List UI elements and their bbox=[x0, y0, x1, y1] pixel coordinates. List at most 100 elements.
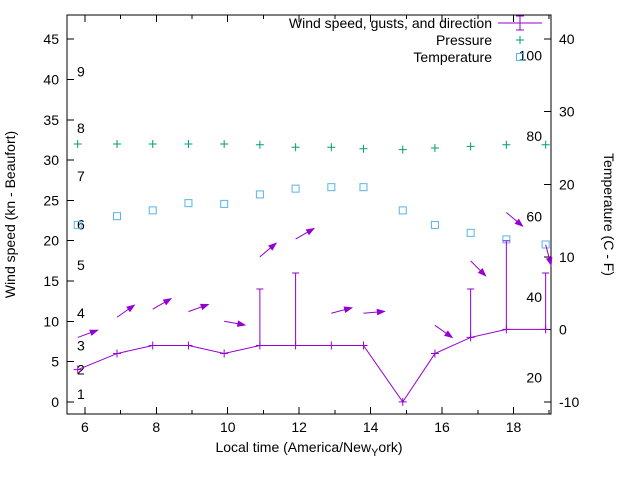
y-left-axis-title: Wind speed (kn - Beaufort) bbox=[2, 131, 18, 298]
beaufort-inner-label: 9 bbox=[77, 63, 85, 79]
square-marker bbox=[430, 220, 439, 229]
pressure-marker bbox=[359, 144, 368, 153]
x-tick-label: 16 bbox=[434, 419, 450, 435]
y-right-tick-label: 20 bbox=[559, 176, 575, 192]
wind-speed-marker bbox=[184, 341, 193, 350]
y-right-tick-label: -10 bbox=[559, 394, 579, 410]
wind-arrow-head bbox=[545, 256, 553, 267]
y-right-tick-label: 10 bbox=[559, 249, 575, 265]
pressure-marker bbox=[541, 140, 550, 149]
pressure-marker bbox=[327, 143, 336, 152]
square-marker bbox=[291, 184, 300, 193]
pressure-marker bbox=[73, 139, 82, 148]
pressure-marker bbox=[184, 139, 193, 148]
wind-arrow-head bbox=[199, 303, 210, 311]
wind-gust-bar bbox=[467, 288, 475, 338]
square-marker bbox=[73, 220, 82, 229]
wind-arrow-head bbox=[162, 297, 173, 306]
wind-arrow-head bbox=[236, 320, 247, 327]
legend-sample-plus bbox=[516, 36, 524, 44]
y-left-tick-label: 0 bbox=[51, 394, 59, 410]
wind-arrow-head bbox=[89, 329, 99, 336]
wind-speed-marker bbox=[359, 341, 368, 350]
x-axis-title: Local time (America/NewYork) bbox=[215, 439, 402, 459]
x-tick-label: 6 bbox=[81, 419, 89, 435]
y-right-axis-title: Temperature (C - F) bbox=[601, 153, 617, 276]
y-left-tick-label: 5 bbox=[51, 354, 59, 370]
fahrenheit-inner-label: 20 bbox=[526, 370, 542, 386]
wind-speed-marker bbox=[327, 341, 336, 350]
wind-arrow-head bbox=[126, 304, 136, 313]
y-right-tick-label: 0 bbox=[559, 321, 567, 337]
wind-arrow-head bbox=[343, 306, 353, 313]
x-tick-label: 10 bbox=[220, 419, 236, 435]
square-marker bbox=[148, 206, 157, 215]
x-tick-label: 14 bbox=[363, 419, 379, 435]
y-axis-right: -10 0 10 20 30 40 20 40 60 80 100 bbox=[519, 31, 580, 410]
y-left-tick-label: 15 bbox=[43, 273, 59, 289]
pressure-marker bbox=[220, 139, 229, 148]
y-left-tick-label: 45 bbox=[43, 31, 59, 47]
y-left-tick-label: 10 bbox=[43, 313, 59, 329]
square-marker bbox=[113, 212, 122, 221]
wind-speed-line bbox=[77, 328, 546, 403]
square-marker bbox=[398, 206, 407, 215]
legend-label: Pressure bbox=[436, 32, 492, 48]
wind-speed-marker bbox=[73, 365, 82, 374]
wind-gust-bar bbox=[542, 272, 550, 330]
square-marker bbox=[184, 199, 193, 208]
beaufort-inner-label: 5 bbox=[77, 257, 85, 273]
wind-gust-bar bbox=[502, 240, 510, 330]
legend-sample-plus bbox=[516, 19, 524, 27]
square-marker bbox=[220, 199, 229, 208]
square-marker bbox=[255, 190, 264, 199]
wind-speed-marker bbox=[398, 397, 407, 406]
wind-arrow-head bbox=[444, 330, 454, 339]
pressure-marker bbox=[430, 144, 439, 152]
pressure-marker bbox=[255, 140, 264, 149]
y-left-tick-label: 30 bbox=[43, 152, 59, 168]
series-pressure bbox=[73, 139, 550, 154]
beaufort-inner-label: 7 bbox=[77, 168, 85, 184]
square-marker bbox=[516, 53, 524, 61]
wind-gust-bar bbox=[292, 272, 300, 346]
y-left-tick-label: 25 bbox=[43, 192, 59, 208]
beaufort-inner-label: 4 bbox=[77, 305, 85, 321]
pressure-marker bbox=[466, 142, 475, 151]
y-left-tick-label: 40 bbox=[43, 71, 59, 87]
wind-speed-marker bbox=[430, 349, 439, 358]
x-tick-label: 12 bbox=[291, 419, 307, 435]
square-marker bbox=[466, 228, 475, 237]
pressure-marker bbox=[291, 143, 300, 152]
wind-speed-marker bbox=[220, 349, 229, 358]
wind-arrow-head bbox=[376, 308, 386, 316]
wind-arrow-head bbox=[268, 242, 278, 251]
pressure-marker bbox=[148, 139, 157, 148]
x-tick-label: 8 bbox=[152, 419, 160, 435]
wind-direction-arrows bbox=[77, 212, 553, 339]
y-left-tick-label: 35 bbox=[43, 112, 59, 128]
pressure-marker bbox=[113, 139, 122, 148]
legend-label: Wind speed, gusts, and direction bbox=[289, 15, 492, 31]
y-right-tick-label: 30 bbox=[559, 104, 575, 120]
wind-arrow-head bbox=[514, 218, 524, 227]
pressure-marker bbox=[398, 145, 407, 154]
y-left-tick-label: 20 bbox=[43, 233, 59, 249]
fahrenheit-inner-label: 40 bbox=[526, 289, 542, 305]
pressure-marker bbox=[502, 140, 511, 149]
beaufort-inner-label: 1 bbox=[77, 386, 85, 402]
series-wind bbox=[73, 240, 550, 406]
square-marker bbox=[327, 183, 336, 192]
x-tick-label: 18 bbox=[506, 419, 522, 435]
x-axis: 6 8 10 12 14 16 18 bbox=[81, 15, 550, 435]
wind-gust-bar bbox=[256, 288, 264, 346]
plot-border bbox=[66, 14, 552, 415]
series-temperature bbox=[73, 183, 550, 249]
legend: Wind speed, gusts, and directionPressure… bbox=[289, 15, 542, 65]
wind-arrow-head bbox=[477, 268, 487, 277]
square-marker bbox=[359, 183, 368, 192]
y-right-tick-label: 40 bbox=[559, 31, 575, 47]
